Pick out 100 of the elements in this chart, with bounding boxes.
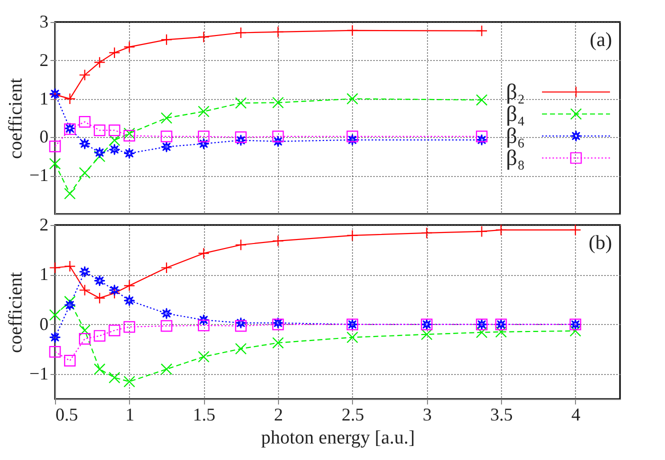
point	[272, 136, 284, 148]
x-tick-label: 3.5	[490, 404, 513, 424]
point	[346, 93, 358, 105]
y-tick-label: −1	[29, 364, 48, 384]
point	[64, 93, 76, 105]
point	[272, 235, 284, 247]
y-axis-title: coefficient	[5, 77, 26, 159]
point	[94, 330, 106, 342]
y-tick-label: 3	[40, 12, 48, 32]
point	[476, 94, 488, 106]
point	[198, 314, 210, 326]
point	[495, 326, 507, 338]
annotation: (a)	[590, 29, 612, 51]
point	[94, 146, 106, 158]
point	[49, 158, 61, 170]
point	[49, 332, 61, 344]
point	[346, 134, 358, 146]
point	[78, 284, 91, 296]
point	[49, 309, 61, 321]
point	[272, 130, 284, 142]
point	[124, 321, 136, 333]
point	[235, 97, 247, 109]
point	[198, 31, 210, 43]
x-tick-label: 2	[274, 404, 284, 424]
point	[49, 262, 61, 274]
y-tick-label: 2	[40, 50, 48, 70]
point	[124, 376, 136, 388]
point	[160, 320, 172, 332]
point	[78, 116, 91, 128]
point	[124, 294, 136, 306]
y-tick-label: 0	[40, 126, 48, 147]
point	[198, 130, 210, 142]
point	[78, 69, 91, 81]
point	[78, 324, 91, 336]
point	[346, 332, 358, 344]
point	[198, 138, 210, 150]
point	[108, 372, 120, 384]
point	[64, 299, 76, 311]
point	[495, 224, 507, 236]
x-tick-label: 1.5	[192, 404, 216, 424]
point	[198, 248, 210, 260]
point	[570, 325, 582, 337]
point	[198, 320, 210, 332]
point	[108, 134, 120, 146]
point	[64, 188, 76, 200]
point	[476, 326, 488, 338]
y-tick-label: 2	[40, 214, 48, 234]
point	[570, 224, 582, 236]
point	[49, 140, 61, 152]
x-tick-label: 4	[571, 404, 580, 424]
y-tick-label: −1	[29, 165, 48, 186]
x-tick-label: 3	[422, 404, 432, 424]
point	[235, 131, 247, 143]
point	[94, 363, 106, 375]
point	[108, 124, 120, 136]
y-tick-label: 0	[40, 314, 48, 334]
point	[78, 266, 91, 278]
point	[108, 144, 120, 156]
point	[198, 106, 210, 118]
point	[420, 227, 433, 239]
point	[476, 130, 488, 142]
y-axis-title: coefficient	[5, 271, 26, 353]
y-tick-label: 1	[40, 264, 48, 284]
x-tick-label: 1	[125, 404, 134, 424]
point	[49, 346, 61, 358]
point	[160, 308, 172, 320]
point	[346, 24, 358, 36]
point	[476, 226, 488, 238]
point	[108, 324, 120, 336]
point	[124, 148, 136, 160]
point	[272, 337, 284, 349]
point	[235, 320, 247, 332]
y-tick-label: 1	[40, 88, 48, 108]
point	[124, 41, 136, 53]
point	[108, 287, 120, 299]
point	[235, 134, 247, 146]
point	[160, 112, 172, 124]
point	[94, 56, 106, 68]
x-tick-label: 0.5	[56, 404, 78, 424]
point	[160, 34, 172, 46]
point	[94, 274, 106, 286]
point	[235, 342, 247, 355]
point	[94, 292, 106, 304]
point	[78, 333, 91, 345]
point	[78, 138, 91, 150]
point	[124, 280, 136, 292]
point	[94, 150, 106, 162]
point	[272, 96, 284, 108]
point	[78, 167, 91, 179]
point	[346, 130, 358, 142]
annotation: (b)	[588, 232, 612, 254]
point	[108, 46, 120, 59]
point	[160, 141, 172, 153]
point	[64, 354, 76, 367]
point	[272, 26, 284, 38]
point	[420, 328, 433, 340]
point	[160, 130, 172, 142]
point	[476, 134, 488, 146]
point	[94, 124, 106, 136]
point	[235, 239, 247, 251]
